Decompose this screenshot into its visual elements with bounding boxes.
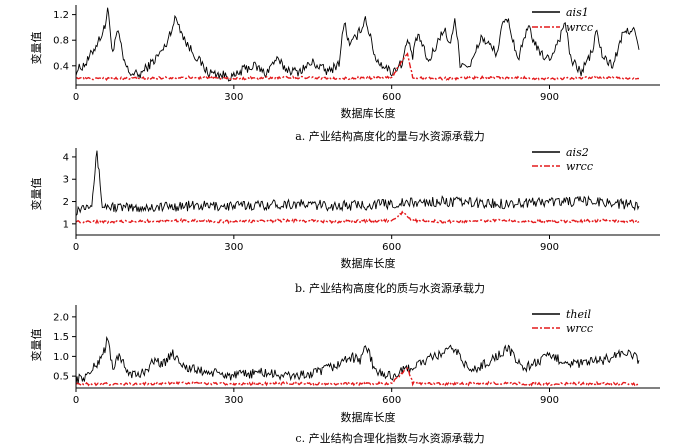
y-tick-label: 2.0 xyxy=(53,312,69,323)
panel-a: 0 300 600 900 0.4 0.8 1.2 ais1 wrcc 数据库长度 a. 产… xyxy=(29,5,660,143)
x-tick-label: 600 xyxy=(382,92,401,103)
panel-c-ylabel: 变量值 xyxy=(29,329,43,362)
panel-b-xlabel: 数据库长度 xyxy=(341,256,396,270)
x-tick-label: 600 xyxy=(382,242,401,253)
legend-label-ais1: ais1 xyxy=(566,6,589,19)
legend-label-wrcc: wrcc xyxy=(566,322,593,335)
panel-a-series xyxy=(75,7,640,82)
series-line-wrcc xyxy=(75,367,640,387)
x-tick-label: 0 xyxy=(73,395,79,406)
legend-label-theil: theil xyxy=(566,308,592,321)
panel-a-axes: 0 300 600 900 0.4 0.8 1.2 xyxy=(53,5,660,103)
x-tick-label: 900 xyxy=(540,242,559,253)
legend-label-ais2: ais2 xyxy=(566,146,589,159)
series-line-ais1 xyxy=(75,7,640,82)
y-tick-label: 1.2 xyxy=(53,10,69,21)
y-tick-label: 4 xyxy=(63,152,69,163)
panel-a-caption: a. 产业结构高度化的量与水资源承载力 xyxy=(295,129,485,143)
x-tick-label: 900 xyxy=(540,395,559,406)
y-tick-label: 2 xyxy=(63,197,69,208)
series-line-ais2 xyxy=(75,150,640,216)
y-tick-label: 3 xyxy=(63,175,69,186)
x-tick-label: 0 xyxy=(73,92,79,103)
panel-c-caption: c. 产业结构合理化指数与水资源承载力 xyxy=(295,431,484,445)
y-tick-label: 1.5 xyxy=(53,332,69,343)
x-tick-label: 900 xyxy=(540,92,559,103)
panel-b: 0 300 600 900 1 2 3 4 ais2 wrcc 数据库长度 b. 产业结构高度… xyxy=(29,146,660,295)
series-line-wrcc xyxy=(75,52,640,82)
x-tick-label: 300 xyxy=(224,242,243,253)
x-tick-label: 0 xyxy=(73,242,79,253)
x-tick-label: 300 xyxy=(224,92,243,103)
y-tick-label: 0.4 xyxy=(53,61,69,72)
series-line-theil xyxy=(75,335,640,386)
panel-b-ylabel: 变量值 xyxy=(29,178,43,211)
legend-label-wrcc: wrcc xyxy=(566,21,593,34)
panel-a-xlabel: 数据库长度 xyxy=(341,106,396,120)
y-tick-label: 0.5 xyxy=(53,372,69,383)
x-tick-label: 600 xyxy=(382,395,401,406)
y-tick-label: 1.0 xyxy=(53,352,69,363)
panel-a-legend: ais1 wrcc xyxy=(532,6,593,34)
x-tick-label: 300 xyxy=(224,395,243,406)
panel-b-caption: b. 产业结构高度化的质与水资源承载力 xyxy=(295,281,485,295)
panel-b-legend: ais2 wrcc xyxy=(532,146,593,173)
panel-b-axes: 0 300 600 900 1 2 3 4 xyxy=(63,148,660,253)
panel-c-series xyxy=(75,335,640,387)
panel-c-legend: theil wrcc xyxy=(532,308,593,335)
panel-a-ylabel: 变量值 xyxy=(29,32,43,65)
series-line-wrcc xyxy=(75,210,640,225)
y-tick-label: 1 xyxy=(63,219,69,230)
y-tick-label: 0.8 xyxy=(53,36,69,47)
panel-b-series xyxy=(75,150,640,225)
panel-c-xlabel: 数据库长度 xyxy=(341,410,396,424)
legend-label-wrcc: wrcc xyxy=(566,160,593,173)
panel-c-axes: 0 300 600 900 0.5 1.0 1.5 2.0 xyxy=(53,305,660,406)
